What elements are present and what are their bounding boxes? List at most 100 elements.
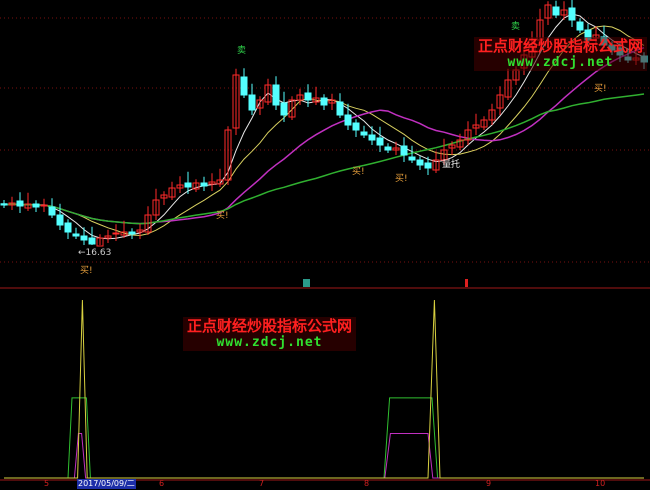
candle-body [24, 203, 32, 209]
ma20-line [3, 46, 645, 225]
candle-body [96, 237, 104, 247]
candle-body [368, 134, 376, 141]
candle-body [576, 21, 584, 31]
candle-body [464, 129, 472, 141]
candle-body [560, 9, 568, 16]
x-tick: 5 [44, 479, 50, 488]
candle-body [400, 145, 408, 156]
candle-body [392, 147, 400, 151]
sell-signal: 卖 [237, 46, 247, 56]
candle-body [544, 4, 552, 19]
support-signal: 量托 [442, 160, 461, 170]
candle-body [56, 214, 64, 226]
candle-body [384, 146, 392, 151]
x-tick: 8 [364, 479, 370, 488]
candle-body [352, 122, 360, 131]
candle-body [240, 76, 248, 96]
candle-body [424, 162, 432, 169]
candle-body [48, 206, 56, 216]
period-marker[interactable] [303, 279, 310, 287]
period-marker[interactable] [465, 279, 468, 287]
candle-body [104, 235, 112, 239]
candle-body [224, 129, 232, 181]
x-tick: 10 [595, 479, 606, 488]
low-price-label: ←16.63 [78, 248, 112, 258]
candle-body [32, 203, 40, 208]
candle-body [136, 229, 144, 233]
candle-body [480, 119, 488, 128]
candle-body [432, 159, 440, 171]
sell-signal: 卖 [511, 22, 521, 32]
candle-body [320, 97, 328, 106]
candle-body [80, 235, 88, 241]
candle-body [456, 139, 464, 148]
candle-body [288, 99, 296, 118]
x-tick: 9 [486, 479, 492, 488]
candle-body [312, 97, 320, 103]
candle-body [272, 84, 280, 106]
watermark-url: www.zdcj.net [216, 335, 323, 350]
candle-body [112, 232, 120, 235]
candle-body [144, 214, 152, 233]
candle-body [552, 6, 560, 16]
candle-body [248, 94, 256, 111]
candle-body [496, 94, 504, 109]
candle-body [168, 187, 176, 198]
candle-body [200, 182, 208, 187]
buy-signal: 买! [216, 211, 229, 221]
watermark-title: 正点财经炒股指标公式网 [187, 317, 353, 335]
candle-body [0, 203, 8, 206]
candle-body [488, 109, 496, 121]
candle-body [88, 237, 96, 245]
candle-body [160, 194, 168, 199]
candle-body [280, 102, 288, 116]
candle-body [152, 199, 160, 216]
buy-signal: 买! [594, 84, 607, 94]
candle-body [376, 137, 384, 146]
indicator-green-line [4, 397, 644, 479]
ma60-line [3, 93, 645, 225]
candle-body [256, 99, 264, 109]
buy-signal: 买! [352, 167, 365, 177]
candle-body [568, 7, 576, 21]
indicator-yellow-line [4, 299, 644, 479]
buy-signal: 买! [80, 266, 93, 276]
buy-signal: 买! [395, 174, 408, 184]
candle-body [296, 94, 304, 101]
candle-body [128, 231, 136, 235]
candle-body [16, 200, 24, 207]
candle-body [120, 231, 128, 236]
x-tick: 6 [159, 479, 165, 488]
candle-body [264, 84, 272, 103]
watermark: 正点财经炒股指标公式网 www.zdcj.net [183, 317, 357, 351]
candle-body [360, 131, 368, 136]
candle-body [8, 202, 16, 206]
indicator-magenta-line [4, 433, 644, 479]
watermark: 正点财经炒股指标公式网 www.zdcj.net [474, 37, 648, 71]
candle-body [40, 204, 48, 207]
candle-body [504, 79, 512, 98]
candle-body [448, 144, 456, 149]
candle-body [232, 74, 240, 129]
candle-body [328, 99, 336, 104]
watermark-title: 正点财经炒股指标公式网 [478, 37, 644, 55]
candle-body [176, 184, 184, 189]
candle-body [208, 181, 216, 185]
candle-body [192, 182, 200, 190]
candle-body [304, 92, 312, 101]
candle-body [344, 114, 352, 126]
candle-body [184, 182, 192, 188]
watermark-url: www.zdcj.net [507, 55, 614, 70]
candle-body [472, 124, 480, 129]
candle-body [416, 159, 424, 166]
candle-body [216, 179, 224, 185]
x-tick: 7 [259, 479, 265, 488]
candle-body [336, 101, 344, 116]
candle-body [72, 233, 80, 237]
cursor-date: 2017/05/09/二 [77, 479, 136, 489]
candle-body [64, 222, 72, 233]
candle-body [408, 156, 416, 161]
candle-body [440, 149, 448, 161]
